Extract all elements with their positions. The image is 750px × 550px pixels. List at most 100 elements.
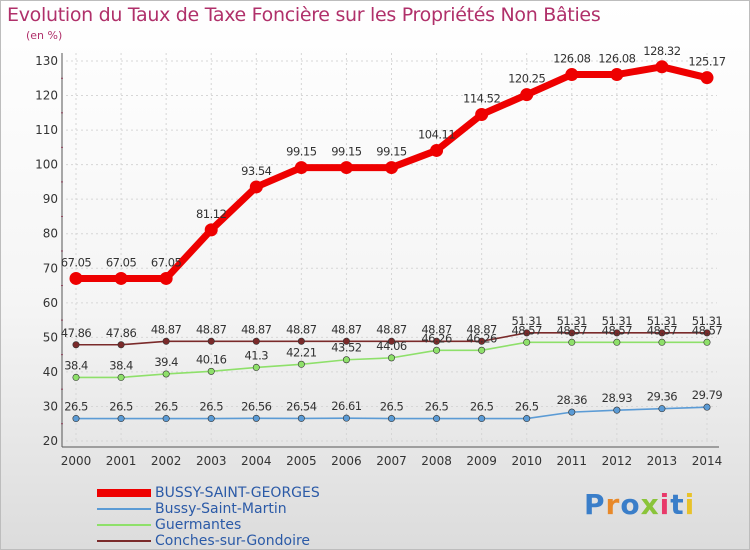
x-tick-label: 2006 <box>331 454 362 468</box>
data-point <box>72 415 80 423</box>
data-label: 39.4 <box>154 355 178 369</box>
logo-letter: x <box>640 488 660 521</box>
data-label: 38.4 <box>64 358 88 372</box>
data-label: 48.87 <box>241 322 272 336</box>
legend-swatch <box>97 489 151 497</box>
data-point <box>252 337 260 345</box>
data-label: 48.87 <box>376 322 407 336</box>
axes: 20 30 40 50 60 70 80 90 100 110 120 130 2000 2001 2002… <box>35 53 722 468</box>
data-point <box>703 338 711 346</box>
y-tick-label: 120 <box>35 89 58 103</box>
data-label: 51.31 <box>557 314 588 328</box>
data-label: 46.26 <box>421 331 452 345</box>
data-point <box>475 107 489 121</box>
data-label: 125.17 <box>688 55 725 69</box>
data-label: 81.12 <box>196 207 227 221</box>
data-point <box>523 415 531 423</box>
data-label: 47.86 <box>106 326 137 340</box>
x-tick-label: 2010 <box>511 454 542 468</box>
x-tick-label: 2007 <box>376 454 407 468</box>
data-label: 48.57 <box>647 323 678 337</box>
data-label: 43.52 <box>331 341 362 355</box>
y-tick-label: 80 <box>43 227 58 241</box>
data-point <box>520 88 534 102</box>
legend-label: BUSSY-SAINT-GEORGES <box>155 485 320 501</box>
y-tick-label: 30 <box>43 399 58 413</box>
data-label: 26.5 <box>154 400 178 414</box>
data-point <box>297 414 305 422</box>
data-label: 48.57 <box>692 323 723 337</box>
data-point <box>700 71 714 85</box>
data-label: 48.87 <box>466 322 497 336</box>
data-point <box>204 223 218 237</box>
grid <box>66 53 717 442</box>
data-point <box>658 405 666 413</box>
data-label: 26.5 <box>425 400 449 414</box>
data-label: 126.08 <box>553 52 590 66</box>
legend-label: Guermantes <box>155 517 242 533</box>
logo-letter: t <box>670 488 685 521</box>
data-label: 128.32 <box>643 44 680 58</box>
logo-letter: i <box>684 488 696 521</box>
data-label: 67.05 <box>151 255 182 269</box>
data-label: 48.57 <box>602 323 633 337</box>
data-point <box>613 338 621 346</box>
data-point <box>294 161 308 175</box>
y-axis-unit: (en %) <box>26 29 63 42</box>
x-tick-label: 2004 <box>241 454 272 468</box>
data-label: 38.4 <box>109 358 133 372</box>
data-label: 51.31 <box>647 314 678 328</box>
legend-label: Bussy-Saint-Martin <box>155 501 287 517</box>
logo-letter: o <box>620 488 641 521</box>
data-point <box>297 337 305 345</box>
data-label: 120.25 <box>508 72 545 86</box>
data-point <box>478 346 486 354</box>
x-tick-label: 2013 <box>647 454 678 468</box>
x-tick-label: 2003 <box>196 454 227 468</box>
data-label: 67.05 <box>106 255 137 269</box>
data-point <box>117 341 125 349</box>
data-point <box>655 60 669 74</box>
data-label: 29.36 <box>647 390 678 404</box>
data-label: 48.57 <box>511 323 542 337</box>
data-point <box>433 415 441 423</box>
x-tick-label: 2005 <box>286 454 317 468</box>
chart-title: Evolution du Taux de Taxe Foncière sur l… <box>7 4 601 26</box>
data-point <box>387 337 395 345</box>
data-label: 26.5 <box>515 400 539 414</box>
x-tick-label: 2008 <box>421 454 452 468</box>
y-tick-label: 70 <box>43 261 58 275</box>
legend-swatch <box>97 540 151 542</box>
proxiti-logo: Proxiti <box>584 488 695 521</box>
y-tick-label: 40 <box>43 365 58 379</box>
data-label: 104.11 <box>418 127 455 141</box>
data-point <box>610 68 624 82</box>
data-label: 26.5 <box>109 400 133 414</box>
data-point <box>433 346 441 354</box>
x-tick-label: 2002 <box>151 454 182 468</box>
y-tick-label: 110 <box>35 123 58 137</box>
data-point <box>387 354 395 362</box>
data-point <box>658 329 666 337</box>
data-label: 114.52 <box>463 91 500 105</box>
data-label: 44.06 <box>376 339 407 353</box>
data-label: 99.15 <box>331 145 362 159</box>
data-point <box>523 338 531 346</box>
y-tick-label: 20 <box>43 434 58 448</box>
y-tick-label: 90 <box>43 192 58 206</box>
legend-swatch <box>97 508 151 510</box>
data-label: 28.36 <box>557 393 588 407</box>
data-point <box>613 329 621 337</box>
series-group <box>69 60 714 423</box>
data-label: 26.56 <box>241 399 272 413</box>
x-tick-label: 2012 <box>602 454 633 468</box>
data-label: 48.87 <box>151 322 182 336</box>
data-point <box>69 271 83 285</box>
data-point <box>207 415 215 423</box>
data-label: 48.57 <box>557 323 588 337</box>
data-point <box>162 337 170 345</box>
data-label: 26.54 <box>286 399 317 413</box>
x-tick-label: 2009 <box>466 454 497 468</box>
y-tick-label: 60 <box>43 296 58 310</box>
data-point <box>252 363 260 371</box>
